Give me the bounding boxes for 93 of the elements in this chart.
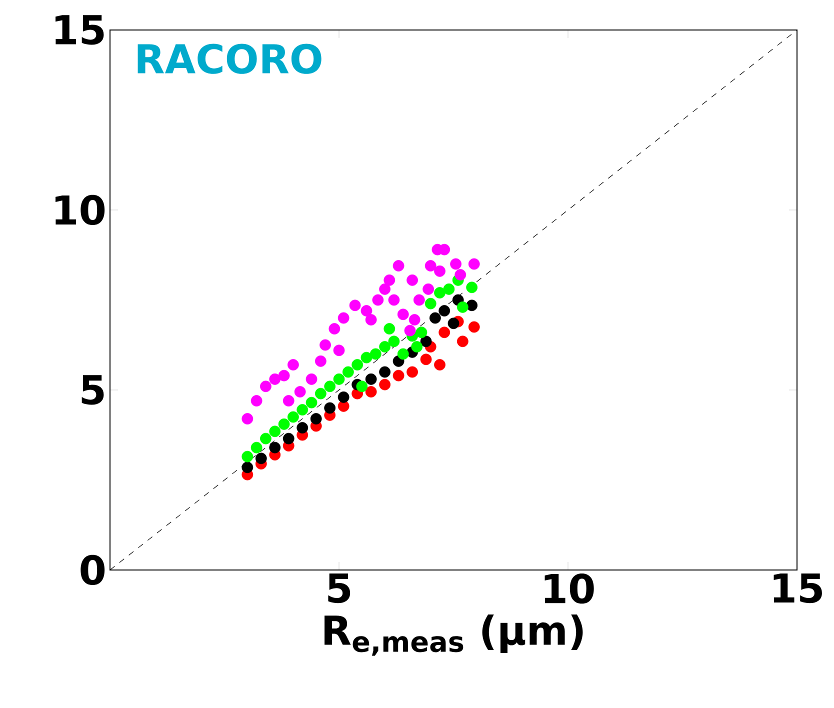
point — [408, 314, 420, 326]
point — [250, 395, 262, 406]
point — [282, 395, 294, 406]
chart-title: RACORO — [138, 44, 322, 74]
x-tick-label: 10 — [544, 574, 594, 604]
point — [468, 321, 480, 333]
y-tick-label: 5 — [82, 375, 104, 405]
point — [466, 282, 478, 294]
point — [379, 378, 391, 390]
x-axis-title: R$_{e,meas}$ (µm) — [324, 614, 583, 656]
point — [360, 352, 372, 364]
x-tick-label: 5 — [328, 574, 350, 604]
point — [260, 432, 272, 444]
point — [324, 402, 336, 414]
point — [413, 294, 425, 306]
point — [420, 336, 432, 348]
point — [242, 462, 254, 474]
y-tick-label: 10 — [56, 194, 105, 226]
point — [360, 305, 372, 316]
x-tick-label: 15 — [774, 574, 822, 604]
point — [278, 418, 290, 430]
point — [324, 380, 336, 392]
point — [372, 294, 384, 306]
point — [356, 380, 368, 392]
point — [296, 422, 308, 434]
point — [424, 260, 436, 272]
point — [333, 373, 345, 385]
y-tick-label: 0 — [80, 554, 105, 586]
point — [306, 396, 318, 408]
point — [310, 413, 322, 424]
point — [338, 312, 350, 324]
point — [448, 318, 460, 330]
point — [422, 283, 434, 295]
point — [242, 450, 254, 462]
point — [434, 265, 446, 277]
point — [349, 300, 361, 312]
point — [365, 373, 377, 385]
point — [429, 312, 441, 324]
point — [388, 294, 400, 306]
point — [406, 274, 418, 286]
point — [288, 411, 299, 423]
point — [338, 391, 350, 403]
point — [296, 404, 308, 416]
point — [365, 386, 377, 398]
point — [392, 260, 404, 272]
point — [406, 366, 418, 378]
point — [456, 301, 468, 313]
point — [294, 386, 306, 398]
point — [288, 359, 299, 370]
point — [404, 324, 416, 336]
point — [269, 373, 281, 385]
point — [314, 388, 326, 400]
point — [314, 355, 326, 367]
point — [260, 380, 272, 392]
point — [320, 339, 331, 351]
point — [397, 308, 409, 320]
point — [379, 366, 391, 378]
point — [438, 326, 450, 338]
point — [333, 344, 345, 356]
point — [306, 373, 318, 385]
point — [282, 432, 294, 444]
point — [450, 258, 462, 270]
point — [456, 336, 468, 348]
point — [384, 274, 396, 286]
point — [269, 426, 281, 438]
point — [242, 413, 254, 424]
point — [424, 298, 436, 310]
point — [420, 354, 432, 366]
point — [416, 326, 428, 338]
y-tick-label: 15 — [56, 15, 104, 45]
point — [250, 442, 262, 454]
point — [342, 366, 354, 378]
point — [466, 300, 478, 312]
point — [379, 283, 391, 295]
point — [384, 323, 396, 334]
point — [411, 341, 423, 352]
point — [434, 359, 446, 370]
point — [392, 370, 404, 382]
point — [388, 336, 400, 348]
point — [370, 348, 382, 360]
point — [438, 305, 450, 316]
point — [352, 359, 364, 370]
point — [443, 283, 455, 295]
point — [328, 323, 340, 334]
point — [269, 442, 281, 454]
point — [278, 370, 290, 382]
point — [365, 314, 377, 326]
point — [434, 287, 446, 298]
point — [379, 341, 391, 352]
point — [397, 348, 409, 360]
point — [255, 452, 267, 464]
point — [454, 269, 466, 280]
point — [468, 258, 480, 270]
